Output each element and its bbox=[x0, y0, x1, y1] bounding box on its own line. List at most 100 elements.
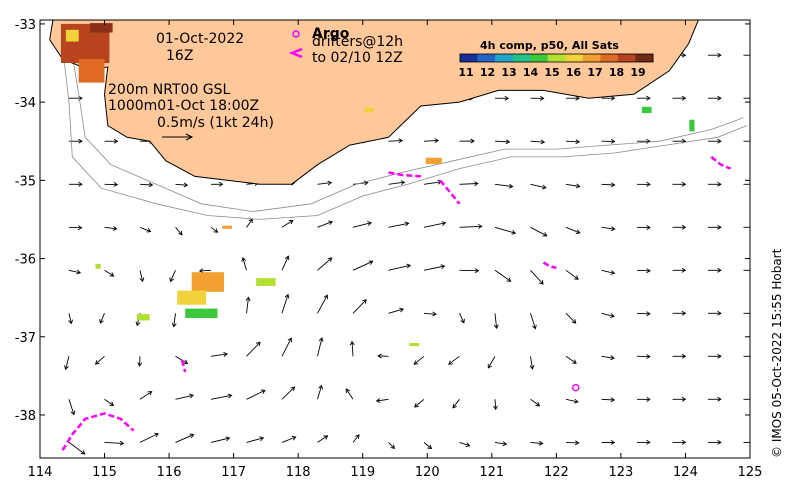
current-arrow-icon bbox=[672, 181, 687, 187]
scale-label: 0.5m/s (1kt 24h) bbox=[157, 115, 274, 131]
legend-color-swatch bbox=[565, 54, 584, 62]
drifters-label-line1: drifters@12h bbox=[312, 34, 403, 50]
current-arrow-icon bbox=[175, 433, 195, 443]
y-tick-label: -33 bbox=[15, 18, 36, 33]
current-arrow-icon bbox=[198, 268, 212, 274]
x-tick-label: 118 bbox=[286, 465, 311, 480]
current-arrow-icon bbox=[601, 95, 616, 101]
current-arrow-icon bbox=[672, 396, 687, 402]
sst-patch bbox=[90, 23, 113, 33]
current-arrow-icon bbox=[494, 269, 512, 282]
current-arrow-icon bbox=[493, 399, 498, 411]
sst-patch bbox=[222, 225, 232, 229]
current-arrow-icon bbox=[601, 397, 616, 403]
current-arrow-icon bbox=[565, 269, 579, 280]
current-arrow-icon bbox=[494, 226, 517, 235]
current-arrow-icon bbox=[530, 440, 544, 446]
current-arrow-icon bbox=[388, 221, 410, 228]
current-arrow-icon bbox=[246, 389, 266, 400]
current-arrow-icon bbox=[139, 391, 153, 400]
current-arrow-icon bbox=[601, 182, 616, 188]
x-tick-label: 114 bbox=[28, 465, 53, 480]
legend-color-swatch bbox=[547, 54, 566, 62]
legend-tick-label: 19 bbox=[630, 66, 645, 79]
drifter-track bbox=[439, 179, 461, 205]
drifter-track bbox=[61, 412, 135, 451]
legend-color-swatch bbox=[460, 54, 478, 62]
argo-marker-icon bbox=[292, 30, 300, 38]
legend-tick-label: 18 bbox=[609, 66, 624, 79]
current-arrow-icon bbox=[345, 388, 354, 400]
current-arrow-icon bbox=[317, 384, 324, 400]
current-arrow-icon bbox=[636, 138, 651, 144]
current-arrow-icon bbox=[317, 294, 328, 314]
scale-arrow-icon bbox=[162, 133, 194, 141]
current-arrow-icon bbox=[601, 312, 615, 319]
legend-color-swatch bbox=[512, 54, 531, 62]
legend-tick-labels: 11 12 13 14 15 16 17 18 19 bbox=[458, 66, 645, 79]
legend-tick-label: 12 bbox=[480, 66, 495, 79]
current-arrow-icon bbox=[565, 355, 577, 364]
x-tick-label: 125 bbox=[738, 465, 763, 480]
current-arrow-icon bbox=[377, 353, 389, 359]
current-arrow-icon bbox=[708, 439, 722, 445]
current-arrow-icon bbox=[459, 181, 479, 187]
current-arrow-icon bbox=[423, 138, 440, 144]
sst-patch bbox=[95, 264, 101, 269]
current-arrow-icon bbox=[352, 221, 372, 228]
current-arrow-icon bbox=[493, 313, 499, 330]
current-arrow-icon bbox=[708, 267, 722, 273]
current-arrow-icon bbox=[317, 180, 333, 186]
current-arrow-icon bbox=[423, 221, 447, 228]
current-arrow-icon bbox=[530, 183, 547, 190]
argo-float-marker bbox=[571, 383, 580, 392]
current-arrow-icon bbox=[601, 355, 615, 361]
x-tick-label: 117 bbox=[221, 465, 246, 480]
current-arrow-icon bbox=[281, 255, 290, 271]
current-arrow-icon bbox=[104, 398, 115, 407]
argo-floats bbox=[571, 383, 580, 392]
current-arrow-icon bbox=[459, 138, 475, 144]
current-arrow-icon bbox=[708, 224, 722, 230]
y-tick-label: -38 bbox=[15, 409, 36, 424]
current-arrow-icon bbox=[452, 399, 460, 409]
current-arrow-icon bbox=[414, 398, 425, 408]
current-arrow-icon bbox=[672, 224, 687, 230]
current-arrow-icon bbox=[139, 432, 159, 443]
current-arrow-icon bbox=[317, 337, 324, 357]
current-arrow-icon bbox=[352, 299, 367, 314]
sst-patch bbox=[409, 343, 420, 347]
legend-tick-label: 17 bbox=[587, 66, 602, 79]
current-arrow-icon bbox=[388, 263, 412, 271]
current-arrow-icon bbox=[672, 310, 687, 316]
current-arrow-icon bbox=[388, 138, 404, 144]
argo-label: Argo bbox=[312, 26, 350, 42]
current-arrow-icon bbox=[317, 220, 334, 228]
legend-tick-label: 11 bbox=[458, 66, 473, 79]
current-arrow-icon bbox=[317, 257, 333, 271]
depth-label-line2: 1000m01-Oct 18:00Z bbox=[108, 98, 259, 114]
current-arrow-icon bbox=[636, 397, 651, 402]
sst-patch bbox=[425, 157, 442, 164]
x-tick-label: 116 bbox=[157, 465, 182, 480]
isobath-200m-line bbox=[71, 55, 744, 213]
current-arrow-icon bbox=[565, 440, 580, 446]
current-arrow-icon bbox=[349, 340, 355, 357]
current-arrow-icon bbox=[530, 313, 537, 330]
current-arrow-icon bbox=[317, 435, 329, 443]
current-arrow-icon bbox=[99, 313, 105, 324]
current-arrow-icon bbox=[175, 355, 189, 364]
current-arrow-icon bbox=[448, 355, 460, 365]
current-arrow-icon bbox=[68, 399, 76, 416]
current-arrow-icon bbox=[708, 95, 722, 101]
current-arrow-icon bbox=[281, 220, 294, 228]
y-tick-label: -36 bbox=[15, 253, 36, 268]
current-arrow-icon bbox=[565, 226, 581, 234]
current-arrow-icon bbox=[352, 260, 374, 271]
current-arrow-icon bbox=[708, 138, 722, 144]
current-arrow-icon bbox=[459, 313, 465, 324]
current-arrow-icon bbox=[246, 436, 265, 443]
current-arrow-icon bbox=[68, 225, 83, 231]
current-arrow-icon bbox=[210, 436, 231, 443]
